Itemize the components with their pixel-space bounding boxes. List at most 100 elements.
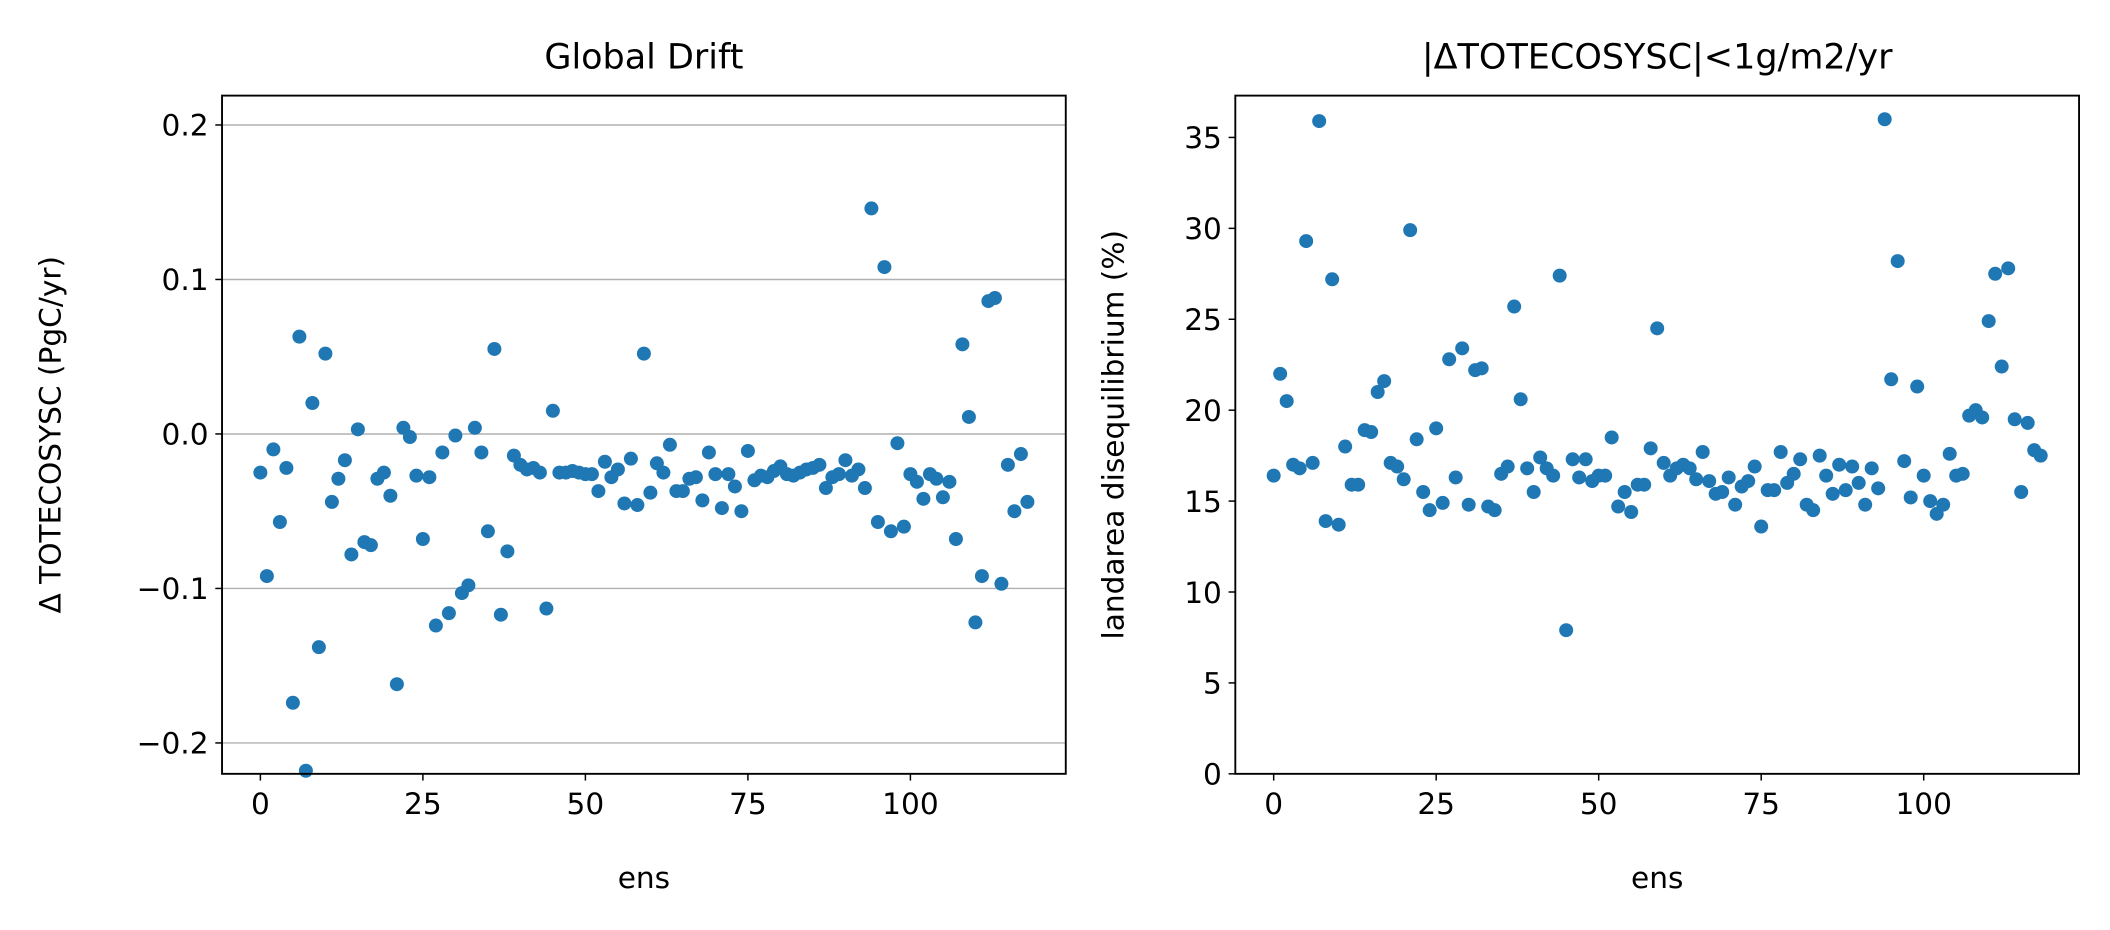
point xyxy=(1773,444,1788,459)
point xyxy=(1572,470,1587,485)
point xyxy=(1013,447,1028,462)
point xyxy=(435,445,450,460)
point xyxy=(1487,503,1502,518)
point xyxy=(2033,448,2048,463)
y-tick-label: 0.2 xyxy=(161,109,208,143)
point xyxy=(974,569,989,584)
point xyxy=(929,471,944,486)
point xyxy=(1721,470,1736,485)
point xyxy=(942,474,957,489)
point xyxy=(831,467,846,482)
point xyxy=(1695,444,1710,459)
y-tick-label: 0.1 xyxy=(161,263,208,297)
point xyxy=(1455,341,1470,356)
point xyxy=(1500,459,1515,474)
y-tick-label: 10 xyxy=(1184,576,1222,610)
chart-title: Global Drift xyxy=(544,38,743,78)
point xyxy=(1448,470,1463,485)
point xyxy=(857,481,872,496)
point xyxy=(701,445,716,460)
plot-frame xyxy=(1234,94,2080,775)
point xyxy=(708,467,723,482)
point xyxy=(961,409,976,424)
point xyxy=(656,465,671,480)
point xyxy=(1955,466,1970,481)
point xyxy=(1520,461,1535,476)
point xyxy=(909,474,924,489)
point xyxy=(1604,430,1619,445)
point xyxy=(545,403,560,418)
plot-frame xyxy=(221,94,1067,775)
point xyxy=(1396,472,1411,487)
point xyxy=(2007,412,2022,427)
point xyxy=(2014,485,2029,499)
point xyxy=(714,501,729,516)
point xyxy=(1754,519,1769,534)
x-tick-label: 100 xyxy=(882,787,939,821)
point xyxy=(1435,495,1450,510)
point xyxy=(630,498,645,513)
point xyxy=(591,484,606,499)
point xyxy=(1598,468,1613,483)
point xyxy=(1884,372,1899,387)
point xyxy=(1578,452,1593,467)
x-tick-label: 25 xyxy=(404,787,442,821)
point xyxy=(597,454,612,469)
x-tick-label: 50 xyxy=(1580,787,1618,821)
point xyxy=(1559,623,1574,638)
point xyxy=(1903,490,1918,505)
point xyxy=(1890,254,1905,269)
point xyxy=(851,462,866,477)
point xyxy=(1793,452,1808,467)
point xyxy=(864,201,879,216)
point xyxy=(344,547,359,562)
point xyxy=(675,484,690,499)
x-axis-label: ens xyxy=(618,861,670,895)
point xyxy=(266,442,281,457)
point xyxy=(740,443,755,458)
point xyxy=(695,493,710,508)
point xyxy=(1000,457,1015,472)
x-tick-label: 50 xyxy=(567,787,605,821)
point xyxy=(1279,394,1294,409)
point xyxy=(1338,439,1353,454)
point xyxy=(1273,366,1288,381)
point xyxy=(1812,448,1827,463)
point xyxy=(428,618,443,633)
point xyxy=(1617,485,1632,499)
point xyxy=(285,695,300,710)
point xyxy=(500,544,515,559)
y-tick-label: 5 xyxy=(1203,667,1222,701)
point xyxy=(474,445,489,460)
point xyxy=(1403,223,1418,238)
point xyxy=(1981,314,1996,329)
y-tick-label: 25 xyxy=(1184,303,1222,337)
point xyxy=(1819,468,1834,483)
point xyxy=(1747,459,1762,474)
point xyxy=(1552,268,1567,283)
point xyxy=(968,615,983,630)
point xyxy=(617,496,632,511)
point xyxy=(1637,477,1652,492)
point xyxy=(1312,114,1327,129)
point xyxy=(870,515,885,530)
point xyxy=(1864,461,1879,476)
subplot: 0 5 10 15 20 25 30 35 0 25 50 75 100 |ΔTOTECOSYSC|<1g… xyxy=(1097,38,2080,895)
y-tick-label: 0.0 xyxy=(161,418,208,452)
point xyxy=(1923,494,1938,509)
y-tick-label: 30 xyxy=(1184,212,1222,246)
point xyxy=(402,430,417,445)
point xyxy=(298,763,313,778)
y-tick-label: −0.2 xyxy=(137,727,209,761)
point xyxy=(461,578,476,593)
point xyxy=(350,422,365,437)
point xyxy=(480,524,495,539)
point xyxy=(610,462,625,477)
x-tick-label: 0 xyxy=(1264,787,1283,821)
point xyxy=(324,494,339,509)
point xyxy=(1318,514,1333,529)
point xyxy=(1994,359,2009,374)
point xyxy=(877,260,892,275)
point xyxy=(948,532,963,547)
